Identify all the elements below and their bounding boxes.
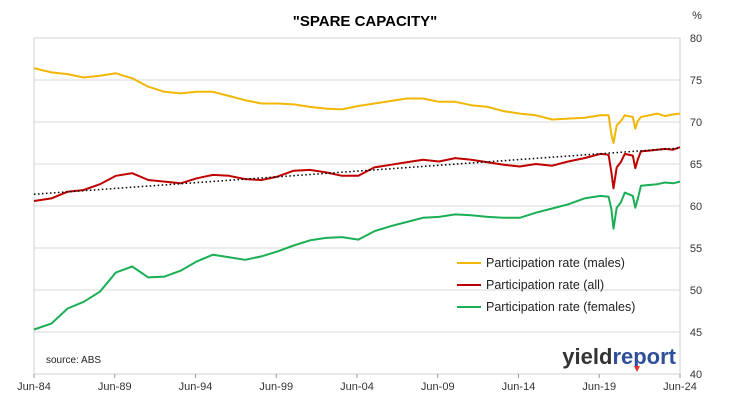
x-tick-label: Jun-84 (17, 381, 51, 393)
x-tick-label: Jun-04 (340, 381, 374, 393)
x-tick-label: Jun-09 (421, 381, 455, 393)
x-tick-label: Jun-24 (663, 381, 697, 393)
y-tick-label: 65 (690, 159, 702, 171)
svg-text:yieldreport: yieldreport (562, 344, 676, 369)
logo-text-yield: yield (562, 344, 612, 369)
y-tick-label: 75 (690, 75, 702, 87)
x-tick-label: Jun-89 (98, 381, 132, 393)
series-line-females (33, 180, 681, 331)
y-tick-label: 80 (690, 33, 702, 45)
legend-label-males: Participation rate (males) (486, 256, 625, 270)
y-tick-label: 40 (690, 369, 702, 381)
logo-accent-mark (634, 366, 640, 372)
chart-title: "SPARE CAPACITY" (293, 13, 438, 30)
legend-label-females: Participation rate (females) (486, 300, 635, 314)
x-tick-label: Jun-19 (582, 381, 616, 393)
logo-text-report: report (612, 344, 676, 369)
y-tick-label: 50 (690, 285, 702, 297)
yieldreport-logo: yieldreport (562, 344, 677, 372)
y-tick-label: 60 (690, 201, 702, 213)
x-tick-label: Jun-94 (179, 381, 213, 393)
y-tick-label: 55 (690, 243, 702, 255)
legend-label-all: Participation rate (all) (486, 278, 604, 292)
x-tick-label: Jun-14 (502, 381, 536, 393)
series-line-all (33, 146, 681, 202)
gridlines (34, 79, 680, 333)
y-unit-label: % (692, 10, 702, 22)
y-axis: 40 45 50 55 60 65 70 75 80 (690, 33, 702, 381)
series-layer (33, 67, 681, 331)
x-tick-label: Jun-99 (259, 381, 293, 393)
y-tick-label: 45 (690, 327, 702, 339)
series-line-males (33, 67, 681, 144)
source-note: source: ABS (46, 355, 101, 366)
legend: Participation rate (males) Participation… (457, 256, 635, 314)
y-tick-label: 70 (690, 117, 702, 129)
x-axis: Jun-84 Jun-89 Jun-94 Jun-99 Jun-04 Jun-09 Jun-… (17, 374, 697, 393)
